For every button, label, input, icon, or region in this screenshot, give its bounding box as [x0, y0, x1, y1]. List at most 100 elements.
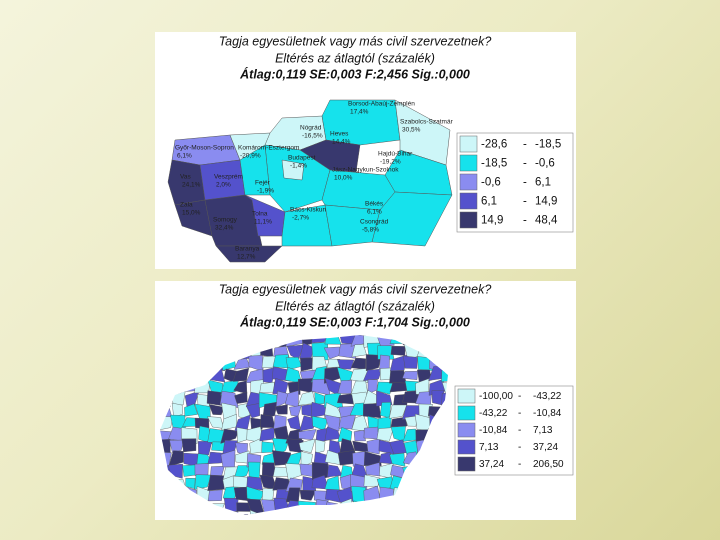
legend-from: -10,84	[479, 425, 508, 436]
region-name: Somogy	[213, 217, 238, 224]
region-value: 2,0%	[216, 182, 231, 189]
district	[299, 490, 317, 501]
district	[207, 489, 223, 502]
county	[324, 204, 381, 247]
county	[239, 144, 271, 196]
map-subtitle: Eltérés az átlagtól (százalék)	[275, 299, 435, 313]
legend-to: 6,1	[535, 177, 551, 189]
district	[350, 368, 369, 383]
district	[245, 403, 260, 419]
district	[363, 368, 383, 382]
county	[281, 159, 305, 181]
legend-to: 48,4	[535, 215, 558, 227]
legend-from: 37,24	[479, 459, 504, 470]
region-value: -19,2%	[380, 159, 401, 166]
district	[314, 392, 325, 405]
county	[281, 204, 333, 247]
district	[404, 415, 418, 427]
map-title: Tagja egyesületnek vagy más civil szerve…	[219, 282, 492, 296]
region-name: Veszprém	[214, 174, 243, 181]
district	[234, 414, 251, 432]
district	[353, 429, 366, 442]
map-stats: Átlag:0,119 SE:0,003 F:1,704 Sig.:0,000	[239, 314, 470, 329]
region-value: -20,9%	[240, 153, 261, 160]
district	[402, 355, 418, 369]
region-value: 24,1%	[182, 182, 201, 189]
region-value: 17,4%	[350, 109, 369, 116]
district	[376, 381, 394, 395]
legend-to: 37,24	[533, 442, 558, 453]
region-value: -1,9%	[257, 188, 274, 195]
region-name: Hajdú-Bihar	[378, 151, 413, 158]
district	[184, 403, 198, 417]
region-name: Vas	[180, 174, 191, 181]
district	[220, 428, 240, 444]
region-value: 10,0%	[334, 175, 353, 182]
district	[168, 450, 184, 467]
district	[261, 488, 275, 502]
legend-swatch	[459, 154, 478, 172]
district	[313, 451, 329, 466]
legend-swatch	[457, 388, 476, 404]
legend-swatch	[459, 135, 478, 153]
district	[198, 441, 213, 456]
legend-separator: -	[518, 442, 521, 453]
district	[299, 342, 314, 359]
district	[274, 404, 288, 415]
region-name: Jász-Nagykun-Szolnok	[332, 167, 399, 174]
district	[390, 426, 406, 442]
legend-from: 6,1	[481, 196, 497, 208]
district	[262, 401, 278, 418]
region-name: Szabolcs-Szatmár	[400, 119, 454, 126]
legend-from: -43,22	[479, 408, 508, 419]
district	[402, 370, 418, 380]
district	[376, 427, 394, 442]
region-name: Győr-Moson-Sopron	[175, 145, 234, 152]
map-title: Tagja egyesületnek vagy más civil szerve…	[219, 34, 492, 48]
legend-separator: -	[518, 425, 521, 436]
district	[311, 342, 329, 361]
region-value: 15,0%	[182, 210, 201, 217]
legend-to: 206,50	[533, 459, 564, 470]
legend-to: -10,84	[533, 408, 562, 419]
county	[215, 245, 283, 263]
region-name: Nógrád	[300, 125, 322, 132]
legend-from: -100,00	[479, 391, 513, 402]
legend-separator: -	[518, 391, 521, 402]
region-value: 32,4%	[215, 225, 234, 232]
county-map	[167, 99, 453, 263]
region-name: Baranya	[235, 246, 260, 253]
region-name: Budapest	[288, 155, 316, 162]
region-value: -1,4%	[290, 163, 307, 170]
region-name: Bács-Kiskun	[290, 207, 327, 214]
district	[259, 381, 275, 393]
district	[300, 451, 313, 469]
district	[363, 451, 382, 467]
region-value: 6,1%	[367, 209, 382, 216]
legend-from: 7,13	[479, 442, 499, 453]
legend-swatch	[459, 192, 478, 210]
district	[389, 452, 406, 467]
district	[379, 402, 392, 419]
region-value: 14,4%	[332, 139, 351, 146]
district	[362, 403, 382, 419]
legend-to: -0,6	[535, 158, 555, 170]
district	[194, 474, 212, 490]
region-value: 11,1%	[254, 219, 272, 226]
district	[298, 438, 316, 454]
district	[311, 462, 330, 481]
region-value: -2,7%	[292, 215, 309, 222]
region-name: Fejér	[255, 180, 271, 187]
district	[181, 438, 197, 453]
legend-separator: -	[518, 459, 521, 470]
legend-separator: -	[523, 177, 527, 189]
legend-swatch	[457, 422, 476, 438]
map-subtitle: Eltérés az átlagtól (százalék)	[275, 51, 435, 65]
legend-separator: -	[523, 196, 527, 208]
legend-to: -43,22	[533, 391, 562, 402]
district	[232, 367, 250, 382]
legend-from: -28,6	[481, 139, 507, 151]
legend-to: -18,5	[535, 139, 561, 151]
legend-separator: -	[518, 408, 521, 419]
district	[171, 402, 184, 418]
